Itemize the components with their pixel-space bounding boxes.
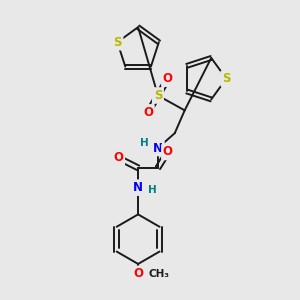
Text: CH₃: CH₃ — [148, 269, 169, 279]
Text: N: N — [133, 181, 143, 194]
Text: S: S — [222, 72, 230, 85]
Text: O: O — [163, 72, 173, 85]
Text: O: O — [133, 267, 143, 280]
Text: O: O — [113, 152, 123, 164]
Text: O: O — [163, 146, 173, 158]
Text: O: O — [143, 106, 153, 119]
Text: H: H — [140, 138, 148, 148]
Text: S: S — [113, 36, 122, 49]
Text: N: N — [153, 142, 163, 154]
Text: H: H — [148, 184, 156, 195]
Text: S: S — [154, 89, 162, 102]
